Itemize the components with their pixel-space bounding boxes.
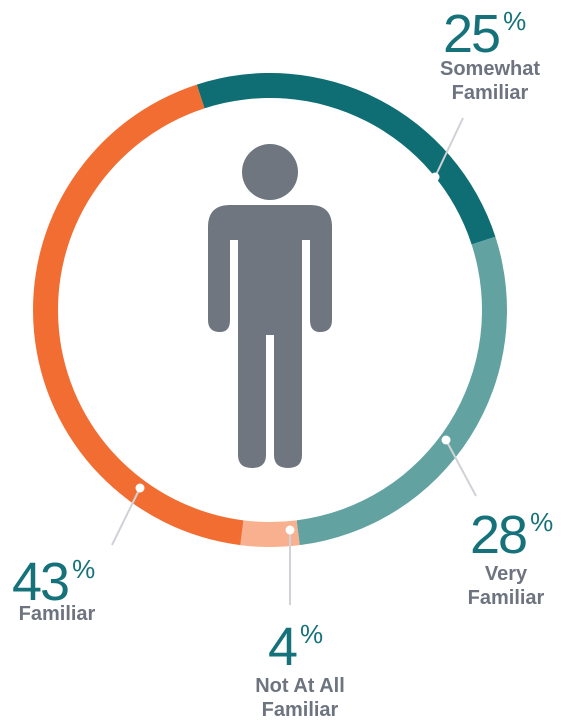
donut-segment xyxy=(196,73,496,245)
person-body xyxy=(208,205,332,468)
category-label: Very Familiar xyxy=(468,563,545,609)
value-unit: % xyxy=(503,6,526,36)
category-label: Familiar xyxy=(19,603,96,625)
value-label: 25% xyxy=(443,4,526,64)
category-line: Familiar xyxy=(468,587,545,609)
category-line: Not At All xyxy=(255,675,345,697)
leader-line xyxy=(111,487,141,546)
category-line: Familiar xyxy=(19,603,96,625)
value-label: 4% xyxy=(268,617,323,677)
category-line: Somewhat xyxy=(440,58,540,80)
leader-dot xyxy=(135,483,145,493)
donut-segment xyxy=(296,236,507,546)
category-line: Familiar xyxy=(452,82,529,104)
leader-line xyxy=(445,439,477,497)
donut-segment xyxy=(240,520,300,547)
donut-segment xyxy=(33,84,244,546)
category-line: Very xyxy=(485,563,528,585)
leader-dot xyxy=(285,525,295,535)
value-label: 43% xyxy=(12,552,95,612)
category-label: Somewhat Familiar xyxy=(440,58,540,104)
value-number: 4 xyxy=(268,617,297,677)
value-unit: % xyxy=(72,554,95,584)
leader-dot xyxy=(441,435,451,445)
value-unit: % xyxy=(530,507,553,537)
value-unit: % xyxy=(300,619,323,649)
category-label: Not At All Familiar xyxy=(255,675,345,721)
value-number: 28 xyxy=(470,505,526,565)
value-number: 43 xyxy=(12,552,68,612)
leader-dot xyxy=(430,172,440,182)
leader-line xyxy=(434,117,464,178)
value-label: 28% xyxy=(470,505,553,565)
person-icon xyxy=(208,144,332,468)
person-head xyxy=(242,144,298,200)
value-number: 25 xyxy=(443,4,499,64)
category-line: Familiar xyxy=(262,699,339,721)
